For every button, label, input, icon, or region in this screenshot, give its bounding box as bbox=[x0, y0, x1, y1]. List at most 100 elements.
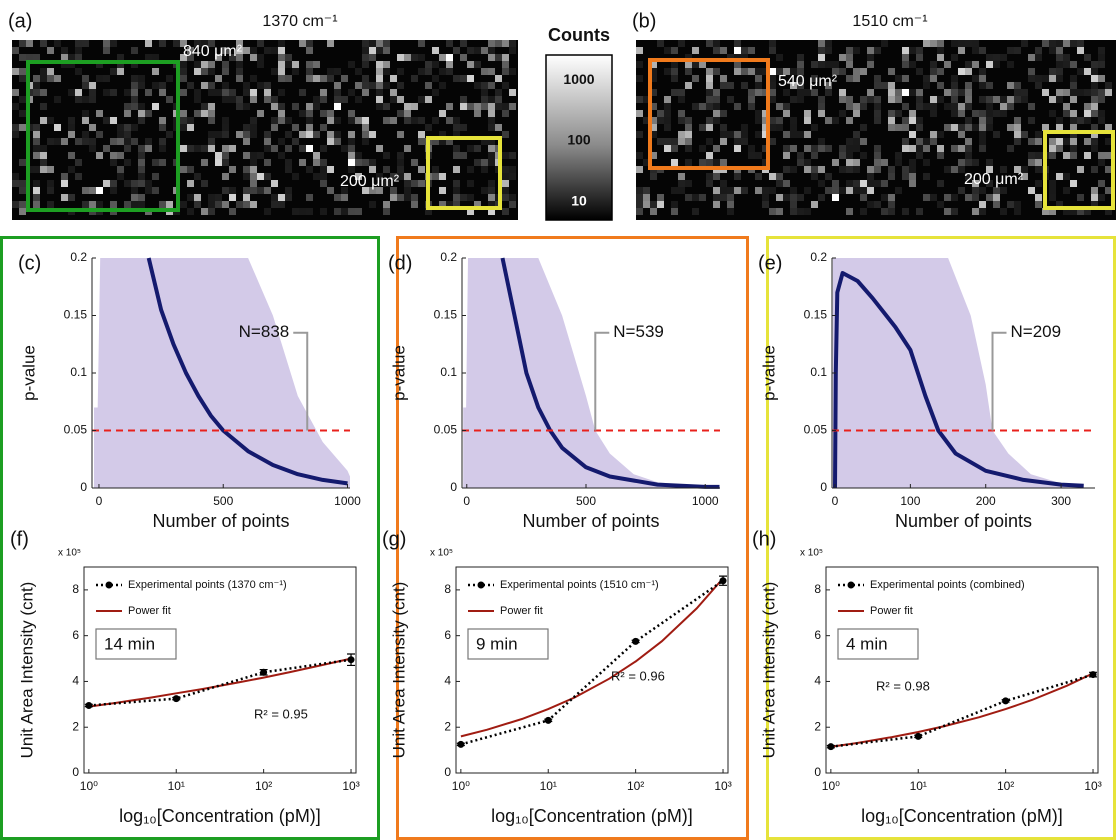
pixel bbox=[769, 138, 776, 145]
pixel bbox=[902, 47, 909, 54]
pixel bbox=[425, 68, 432, 75]
pixel bbox=[804, 187, 811, 194]
pixel bbox=[734, 131, 741, 138]
pixel bbox=[411, 201, 418, 208]
pixel bbox=[1014, 201, 1021, 208]
confidence-band bbox=[463, 258, 720, 488]
pixel bbox=[909, 110, 916, 117]
pixel bbox=[467, 103, 474, 110]
pixel bbox=[194, 194, 201, 201]
pixel bbox=[348, 145, 355, 152]
y-axis-label: p-value bbox=[759, 345, 778, 401]
pixel bbox=[776, 194, 783, 201]
pixel bbox=[68, 194, 75, 201]
pixel bbox=[390, 75, 397, 82]
pixel bbox=[376, 82, 383, 89]
pixel bbox=[313, 75, 320, 82]
pixel bbox=[362, 47, 369, 54]
pixel bbox=[509, 173, 516, 180]
pixel bbox=[243, 138, 250, 145]
pixel bbox=[362, 40, 369, 47]
pixel bbox=[664, 47, 671, 54]
pixel bbox=[145, 180, 152, 187]
pixel bbox=[734, 103, 741, 110]
pixel bbox=[96, 131, 103, 138]
pixel bbox=[1014, 124, 1021, 131]
data-point bbox=[347, 656, 355, 664]
pixel bbox=[509, 68, 516, 75]
pixel bbox=[19, 75, 26, 82]
pixel bbox=[257, 187, 264, 194]
pixel bbox=[636, 194, 643, 201]
pixel bbox=[1098, 75, 1105, 82]
pixel bbox=[1070, 117, 1077, 124]
pixel bbox=[187, 166, 194, 173]
pixel bbox=[131, 138, 138, 145]
x-tick-label: 10⁰ bbox=[452, 779, 470, 793]
pixel bbox=[460, 103, 467, 110]
x-tick-label: 10³ bbox=[714, 779, 731, 793]
pixel bbox=[89, 82, 96, 89]
pixel bbox=[741, 47, 748, 54]
pixel bbox=[853, 75, 860, 82]
pixel bbox=[488, 117, 495, 124]
pixel bbox=[650, 152, 657, 159]
pixel bbox=[362, 124, 369, 131]
pixel bbox=[979, 138, 986, 145]
pixel bbox=[636, 75, 643, 82]
pixel bbox=[811, 75, 818, 82]
pixel bbox=[881, 208, 888, 215]
pixel bbox=[236, 54, 243, 61]
pixel bbox=[271, 103, 278, 110]
pixel bbox=[811, 166, 818, 173]
pixel bbox=[208, 201, 215, 208]
pixel bbox=[937, 145, 944, 152]
pixel bbox=[425, 82, 432, 89]
data-point bbox=[914, 732, 922, 740]
pixel bbox=[117, 173, 124, 180]
pixel bbox=[783, 145, 790, 152]
pixel bbox=[636, 110, 643, 117]
pixel bbox=[1063, 173, 1070, 180]
pixel bbox=[397, 110, 404, 117]
pixel bbox=[61, 47, 68, 54]
pixel bbox=[923, 159, 930, 166]
pixel bbox=[748, 89, 755, 96]
pixel bbox=[958, 124, 965, 131]
pixel bbox=[383, 61, 390, 68]
pixel bbox=[96, 187, 103, 194]
pixel bbox=[271, 145, 278, 152]
pixel bbox=[453, 166, 460, 173]
pixel bbox=[33, 194, 40, 201]
pixel bbox=[131, 201, 138, 208]
pixel bbox=[488, 208, 495, 215]
pixel bbox=[418, 138, 425, 145]
pixel bbox=[734, 47, 741, 54]
pixel bbox=[208, 103, 215, 110]
pixel bbox=[685, 159, 692, 166]
pixel bbox=[1014, 47, 1021, 54]
pixel bbox=[993, 187, 1000, 194]
pixel bbox=[292, 173, 299, 180]
pixel bbox=[930, 194, 937, 201]
pixel bbox=[902, 75, 909, 82]
pixel bbox=[467, 194, 474, 201]
data-point bbox=[172, 695, 180, 703]
pixel bbox=[124, 138, 131, 145]
pixel bbox=[320, 166, 327, 173]
pixel bbox=[110, 159, 117, 166]
pixel bbox=[1070, 208, 1077, 215]
pixel bbox=[1028, 117, 1035, 124]
pixel bbox=[748, 96, 755, 103]
pixel bbox=[734, 68, 741, 75]
pixel bbox=[19, 159, 26, 166]
pixel bbox=[187, 117, 194, 124]
pixel bbox=[1056, 117, 1063, 124]
pixel bbox=[706, 124, 713, 131]
pixel bbox=[853, 180, 860, 187]
pixel bbox=[860, 68, 867, 75]
pixel bbox=[1091, 145, 1098, 152]
pixel bbox=[82, 82, 89, 89]
pixel bbox=[1084, 89, 1091, 96]
pixel bbox=[650, 61, 657, 68]
